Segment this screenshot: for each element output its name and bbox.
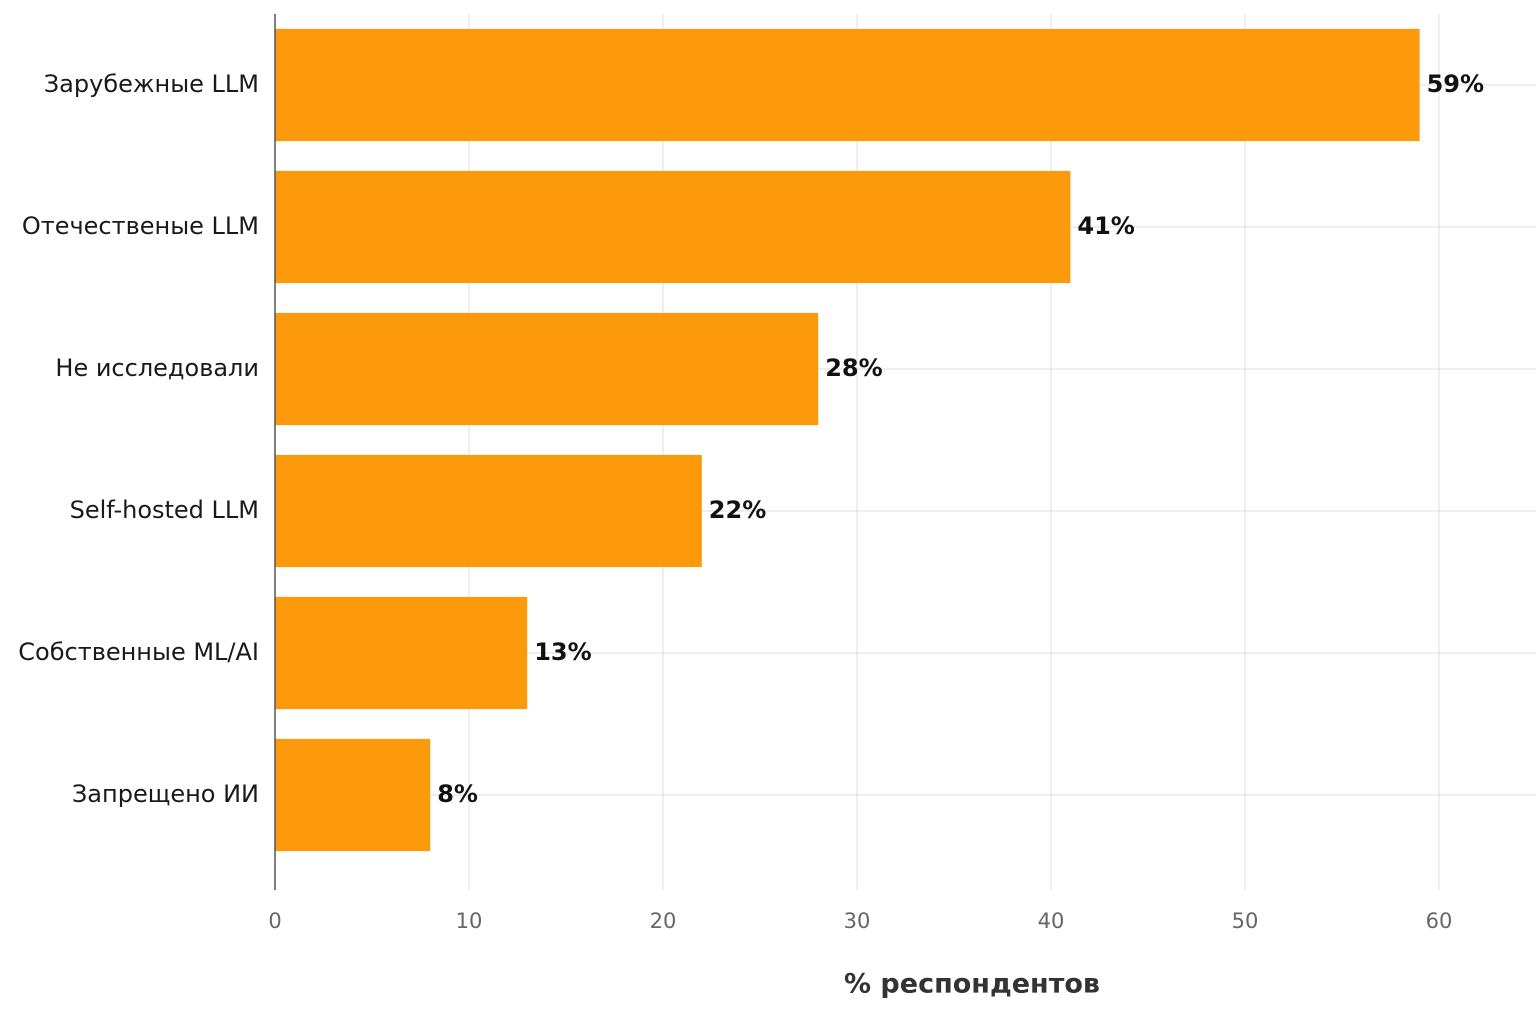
x-tick-label: 30 — [844, 909, 871, 933]
y-tick-label: Self-hosted LLM — [70, 496, 259, 524]
x-axis-label: % респондентов — [844, 969, 1100, 1000]
bar — [275, 454, 702, 568]
x-tick-label: 10 — [456, 909, 483, 933]
value-label: 59% — [1427, 70, 1484, 98]
x-tick-label: 0 — [268, 909, 281, 933]
bar — [275, 312, 819, 426]
bar — [275, 596, 528, 710]
value-label: 41% — [1077, 212, 1134, 240]
y-tick-label: Отечественые LLM — [22, 212, 259, 240]
value-label: 22% — [709, 496, 766, 524]
bar — [275, 170, 1071, 284]
x-tick-label: 40 — [1038, 909, 1065, 933]
x-tick-label: 20 — [650, 909, 677, 933]
value-label: 13% — [534, 638, 591, 666]
y-tick-label: Собственные ML/AI — [18, 638, 259, 666]
y-tick-label: Запрещено ИИ — [72, 780, 259, 808]
bar — [275, 738, 431, 852]
bar — [275, 28, 1420, 142]
y-tick-label: Зарубежные LLM — [44, 70, 259, 98]
y-tick-label: Не исследовали — [55, 354, 259, 382]
value-label: 28% — [825, 354, 882, 382]
x-tick-label: 60 — [1426, 909, 1453, 933]
x-tick-label: 50 — [1232, 909, 1259, 933]
value-label: 8% — [437, 780, 478, 808]
